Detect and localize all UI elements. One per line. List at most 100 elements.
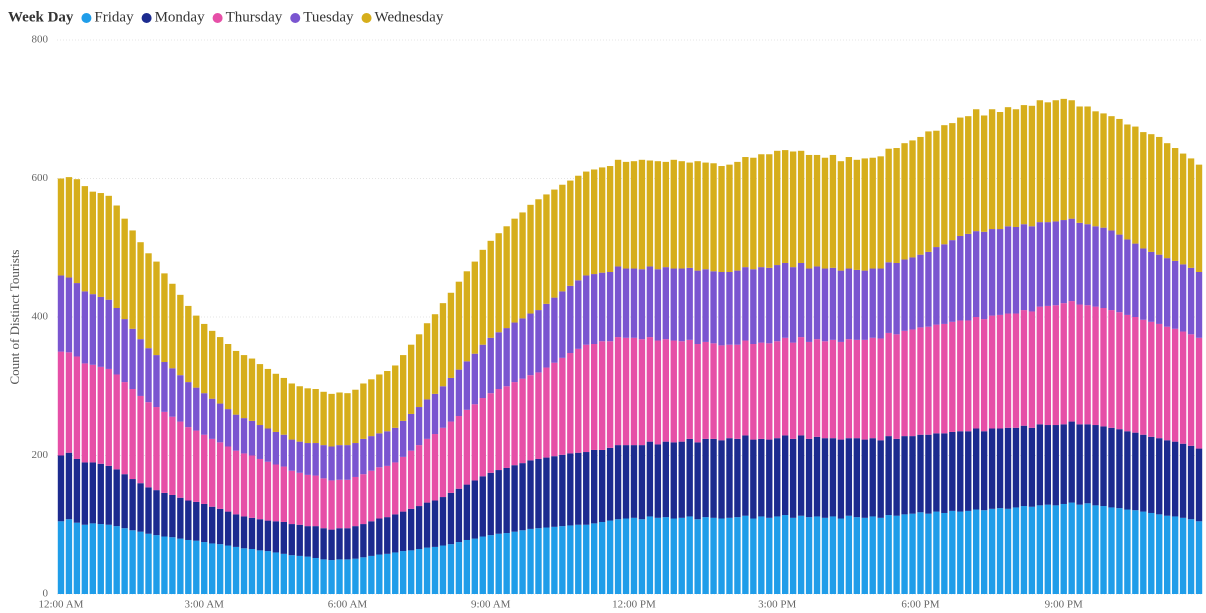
bar-segment (392, 427, 399, 463)
bar-segment (527, 375, 534, 461)
bar-segment (535, 310, 542, 373)
bar-segment (1004, 313, 1012, 428)
bar-segment (845, 157, 853, 269)
bar-segment (575, 524, 582, 594)
bar-segment (567, 180, 574, 286)
bar-segment (232, 514, 240, 547)
bar-segment (606, 341, 614, 448)
bar-segment (384, 517, 391, 554)
bar-segment (201, 542, 208, 594)
bar-segment (471, 261, 478, 354)
bar-segment (853, 438, 860, 518)
bar-segment (1028, 311, 1036, 428)
bar-segment (622, 337, 630, 446)
bar-segment (996, 112, 1004, 230)
bar-segment (216, 544, 224, 594)
bar-segment (1060, 424, 1067, 504)
bar-segment (232, 546, 240, 594)
bar-segment (368, 555, 375, 594)
bar-segment (384, 431, 391, 466)
bar-segment (376, 518, 383, 555)
bar-segment (774, 265, 781, 342)
bar-segment (1012, 313, 1020, 428)
bar-segment (376, 467, 383, 519)
bar-segment (543, 367, 550, 458)
bar-segment (89, 462, 96, 524)
bar-segment (439, 545, 447, 594)
bar-segment (344, 445, 351, 480)
bar-segment (304, 526, 311, 557)
x-tick-label: 9:00 PM (1045, 599, 1083, 611)
bar-segment (201, 503, 208, 543)
bar-segment (1156, 514, 1163, 594)
bar-segment (614, 159, 622, 267)
bar-segment (81, 363, 89, 463)
bar-segment (845, 438, 853, 516)
bar-segment (256, 425, 264, 459)
bar-segment (686, 339, 693, 439)
bar-segment (567, 453, 574, 526)
bar-segment (1187, 445, 1195, 520)
bar-segment (710, 163, 717, 272)
bar-segment (1195, 337, 1203, 449)
bar-segment (368, 470, 375, 522)
x-tick-label: 12:00 PM (612, 599, 656, 611)
bar-segment (97, 463, 104, 525)
bar-segment (185, 427, 192, 501)
bar-segment (471, 480, 478, 539)
bar-segment (1036, 505, 1044, 594)
bar-segment (980, 115, 988, 232)
bar-segment (949, 510, 956, 594)
bar-segment (360, 438, 367, 475)
bar-segment (797, 337, 805, 436)
bar-segment (463, 361, 471, 410)
bar-segment (678, 161, 685, 269)
bar-segment (447, 421, 455, 493)
bar-segment (893, 438, 900, 516)
bar-segment (622, 445, 630, 519)
bar-segment (925, 131, 932, 252)
bar-segment (439, 497, 447, 546)
bar-segment (718, 166, 725, 272)
bar-segment (805, 341, 813, 439)
bar-segment (1020, 506, 1028, 594)
bar-segment (758, 342, 765, 439)
bar-segment (726, 164, 733, 272)
bar-segment (965, 116, 972, 234)
bar-segment (113, 205, 120, 308)
bar-segment (869, 268, 876, 338)
bar-segment (81, 462, 89, 525)
bar-segment (113, 307, 120, 375)
bar-segment (161, 536, 168, 594)
bar-segment (813, 436, 821, 517)
bar-segment (495, 470, 502, 534)
bar-segment (527, 528, 534, 594)
bar-segment (718, 518, 725, 594)
bar-segment (272, 552, 280, 594)
bar-segment (423, 399, 431, 439)
legend-label: Thursday (226, 9, 283, 25)
x-tick-label: 3:00 AM (185, 599, 225, 611)
bar-segment (240, 453, 248, 517)
bar-segment (694, 442, 701, 520)
bar-segment (1044, 222, 1051, 306)
bar-segment (598, 167, 606, 273)
bar-segment (320, 559, 327, 594)
bar-segment (710, 343, 717, 439)
bar-segment (296, 441, 303, 473)
bar-segment (145, 533, 152, 594)
bar-segment (415, 506, 423, 549)
bar-segment (686, 267, 693, 340)
bar-segment (821, 517, 829, 594)
bar-segment (853, 269, 860, 340)
bar-segment (957, 235, 964, 321)
bar-segment (137, 483, 144, 532)
bar-segment (829, 438, 837, 517)
bar-segment (980, 510, 988, 594)
bar-segment (1195, 448, 1203, 522)
bar-segment (877, 517, 884, 594)
bar-segment (232, 350, 240, 415)
bar-segment (1084, 224, 1091, 306)
bar-segment (1004, 508, 1012, 594)
bar-segment (567, 285, 574, 354)
